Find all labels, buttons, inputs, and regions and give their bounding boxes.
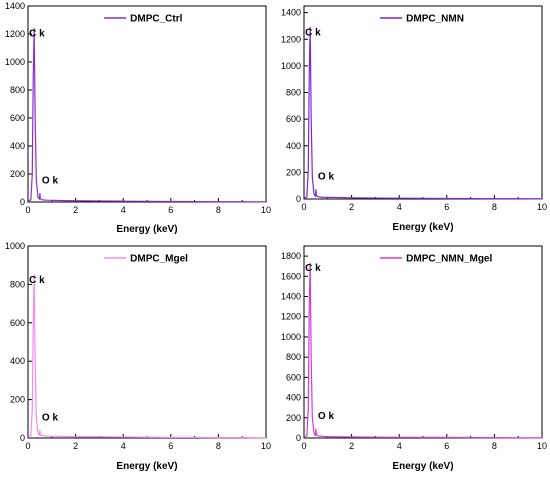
y-tick-label: 1000 (281, 332, 301, 342)
x-tick-label: 8 (492, 202, 497, 212)
y-tick-label: 1800 (281, 251, 301, 261)
y-tick-label: 0 (20, 433, 25, 443)
peak-label-c-k: C k (29, 28, 45, 39)
chart-panel-4: 0 2 4 6 8 10 0 200 400 600 800 1000 1200 1400 1600 1800… (281, 245, 547, 472)
x-axis-label: Energy (keV) (392, 461, 453, 472)
peak-label-o-k: O k (318, 172, 335, 183)
x-tick-label: 6 (444, 441, 449, 451)
x-tick-label: 6 (444, 202, 449, 212)
x-axis-label: Energy (keV) (392, 222, 453, 233)
chart-panel-3: 0 2 4 6 8 10 0 200 400 600 800 1000 Energy (keV) DMPC… (5, 241, 271, 472)
x-tick-label: 4 (397, 202, 402, 212)
y-tick-label: 800 (286, 88, 301, 98)
x-tick-label: 8 (216, 441, 221, 451)
peak-label-o-k: O k (318, 411, 335, 422)
chart-panel-2: 0 2 4 6 8 10 0 200 400 600 800 1000 1200 1400 Energy (… (281, 5, 547, 233)
y-tick-label: 200 (10, 395, 25, 405)
series-line-dmpc-mgel (27, 274, 267, 439)
y-tick-label: 1200 (281, 34, 301, 44)
x-tick-label: 2 (73, 205, 78, 215)
x-tick-label: 10 (261, 441, 271, 451)
x-tick-label: 2 (73, 441, 78, 451)
x-tick-label: 4 (121, 441, 126, 451)
y-tick-label: 1000 (281, 61, 301, 71)
plot-frame (27, 5, 267, 203)
y-tick-label: 800 (10, 85, 25, 95)
series-line-dmpc-ctrl (27, 27, 267, 203)
x-tick-label: 0 (25, 441, 30, 451)
x-axis-label: Energy (keV) (116, 461, 177, 472)
y-tick-label: 400 (10, 356, 25, 366)
y-tick-label: 400 (286, 393, 301, 403)
peak-label-o-k: O k (42, 412, 59, 423)
x-tick-label: 0 (301, 441, 306, 451)
y-tick-label: 600 (10, 318, 25, 328)
y-tick-label: 1200 (5, 29, 25, 39)
y-tick-label: 600 (10, 113, 25, 123)
y-tick-label: 200 (286, 413, 301, 423)
y-tick-label: 600 (286, 114, 301, 124)
x-tick-label: 6 (168, 205, 173, 215)
x-tick-label: 6 (168, 441, 173, 451)
y-tick-label: 1000 (5, 241, 25, 251)
y-tick-label: 1200 (281, 312, 301, 322)
y-tick-label: 1400 (5, 1, 25, 11)
y-tick-label: 200 (286, 167, 301, 177)
y-tick-label: 1400 (281, 292, 301, 302)
series-line-dmpc-nmn (303, 26, 543, 200)
y-tick-label: 1400 (281, 8, 301, 18)
x-tick-label: 0 (301, 202, 306, 212)
x-tick-label: 10 (537, 202, 547, 212)
peak-label-c-k: C k (305, 27, 321, 38)
x-tick-label: 8 (216, 205, 221, 215)
y-tick-label: 0 (296, 194, 301, 204)
peak-label-o-k: O k (42, 176, 59, 187)
peak-label-c-k: C k (29, 275, 45, 286)
y-tick-label: 0 (296, 433, 301, 443)
y-tick-label: 600 (286, 372, 301, 382)
plot-frame (27, 245, 267, 439)
x-tick-label: 0 (25, 205, 30, 215)
y-tick-label: 800 (10, 279, 25, 289)
plot-frame (303, 5, 543, 200)
plot-frame (303, 245, 543, 439)
x-tick-label: 10 (537, 441, 547, 451)
peak-label-c-k: C k (305, 263, 321, 274)
series-line-dmpc-nmn-mgel (303, 262, 543, 439)
y-tick-label: 200 (10, 169, 25, 179)
x-tick-label: 10 (261, 205, 271, 215)
y-tick-label: 1000 (5, 57, 25, 67)
legend-label: DMPC_Mgel (130, 254, 188, 265)
legend-label: DMPC_NMN (406, 14, 464, 25)
y-tick-label: 1600 (281, 271, 301, 281)
y-tick-label: 0 (20, 197, 25, 207)
y-tick-label: 400 (10, 141, 25, 151)
legend-label: DMPC_NMN_Mgel (406, 254, 492, 265)
y-tick-label: 800 (286, 352, 301, 362)
legend-label: DMPC_Ctrl (130, 14, 182, 25)
x-tick-label: 4 (121, 205, 126, 215)
x-tick-label: 2 (349, 441, 354, 451)
x-tick-label: 8 (492, 441, 497, 451)
x-axis-label: Energy (keV) (116, 224, 177, 235)
y-tick-label: 400 (286, 141, 301, 151)
x-tick-label: 4 (397, 441, 402, 451)
chart-panel-1: 0 2 4 6 8 10 0 200 400 600 800 1000 1200 1400 Energy (… (5, 1, 271, 235)
x-tick-label: 2 (349, 202, 354, 212)
